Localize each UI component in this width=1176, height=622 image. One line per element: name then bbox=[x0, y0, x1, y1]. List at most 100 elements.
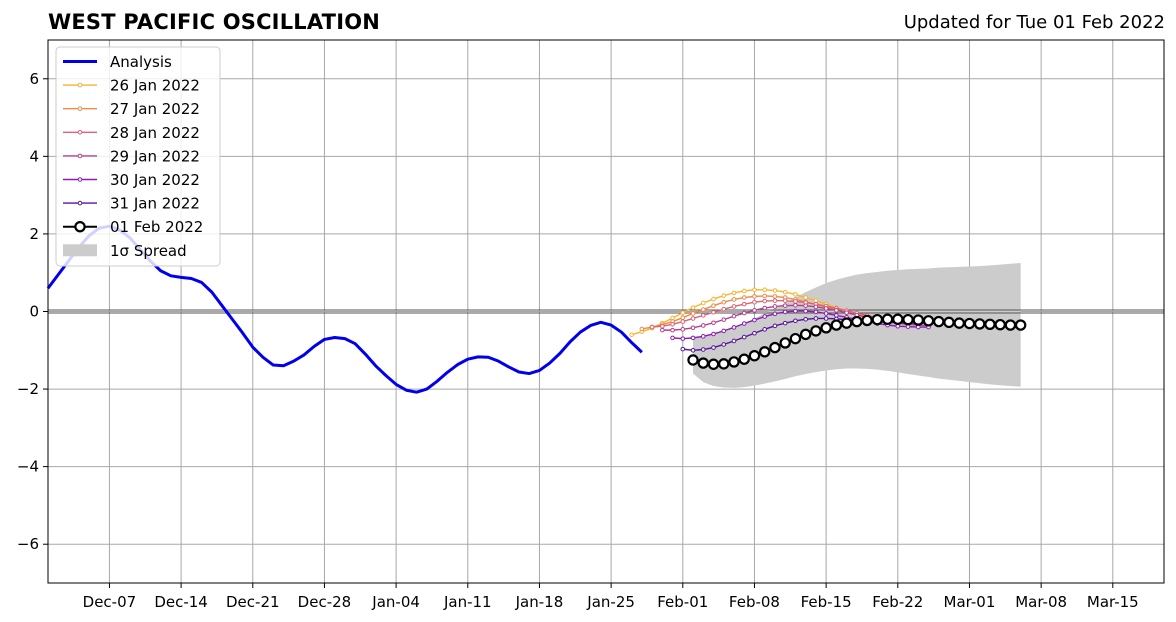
forecast-marker bbox=[731, 338, 737, 344]
forecast-marker bbox=[680, 336, 686, 341]
latest-forecast-marker bbox=[943, 316, 955, 329]
forecast-marker bbox=[813, 316, 819, 321]
forecast-marker bbox=[803, 308, 808, 314]
x-tick-label: Mar-08 bbox=[1015, 593, 1067, 611]
latest-forecast-marker bbox=[738, 353, 750, 365]
x-tick-label: Feb-15 bbox=[801, 593, 852, 611]
latest-forecast-marker bbox=[963, 317, 976, 330]
forecast-marker bbox=[731, 325, 737, 330]
forecast-marker bbox=[700, 347, 706, 352]
forecast-marker bbox=[834, 308, 839, 313]
forecast-marker bbox=[721, 306, 727, 312]
legend-label: 01 Feb 2022 bbox=[110, 218, 203, 236]
forecast-marker bbox=[772, 288, 778, 293]
forecast-marker bbox=[823, 311, 829, 316]
forecast-marker bbox=[741, 334, 747, 340]
forecast-marker bbox=[700, 307, 706, 312]
forecast-marker bbox=[700, 323, 706, 328]
zero-line-layer bbox=[48, 309, 1164, 314]
forecast-marker bbox=[670, 335, 675, 341]
y-tick-label: −2 bbox=[17, 380, 39, 398]
x-tick-label: Feb-01 bbox=[657, 593, 708, 611]
latest-forecast-marker bbox=[718, 358, 730, 370]
legend-marker bbox=[77, 130, 83, 135]
forecast-marker bbox=[741, 288, 747, 294]
x-tick-label: Jan-25 bbox=[586, 593, 635, 611]
forecast-marker bbox=[711, 331, 716, 337]
forecast-marker bbox=[741, 321, 747, 326]
latest-forecast-marker bbox=[994, 318, 1006, 331]
forecast-marker bbox=[639, 326, 645, 332]
forecast-marker bbox=[670, 321, 675, 327]
forecast-marker bbox=[731, 313, 737, 319]
legend-box bbox=[55, 46, 221, 267]
legend-label: 31 Jan 2022 bbox=[110, 195, 200, 213]
x-tick-label: Jan-11 bbox=[443, 593, 492, 611]
forecast-marker bbox=[711, 303, 716, 308]
latest-forecast-marker bbox=[974, 318, 986, 330]
forecast-marker bbox=[680, 315, 686, 321]
legend-label: 28 Jan 2022 bbox=[110, 124, 200, 142]
forecast-marker bbox=[721, 342, 727, 347]
latest-forecast-marker bbox=[779, 337, 791, 349]
forecast-marker bbox=[782, 303, 788, 308]
forecast-marker bbox=[670, 327, 675, 333]
forecast-marker bbox=[680, 327, 686, 332]
legend-marker bbox=[77, 153, 83, 159]
latest-forecast-marker bbox=[820, 322, 832, 334]
forecast-marker bbox=[803, 316, 808, 322]
latest-forecast-marker bbox=[902, 313, 914, 326]
forecast-marker bbox=[772, 304, 778, 309]
latest-forecast-marker bbox=[984, 318, 996, 330]
forecast-marker bbox=[731, 297, 737, 302]
forecast-marker bbox=[813, 304, 819, 310]
latest-forecast-marker bbox=[912, 314, 924, 326]
forecast-marker bbox=[711, 296, 716, 302]
legend-label: 1σ Spread bbox=[110, 242, 187, 260]
grid-layer bbox=[48, 40, 1164, 583]
forecast-marker bbox=[803, 303, 808, 308]
forecast-marker bbox=[793, 299, 798, 304]
y-tick-label: −4 bbox=[17, 458, 39, 476]
forecast-marker bbox=[752, 299, 757, 305]
latest-forecast-marker bbox=[789, 332, 802, 345]
x-tick-label: Mar-15 bbox=[1087, 593, 1139, 611]
forecast-marker bbox=[793, 308, 798, 314]
x-tick-label: Mar-01 bbox=[944, 593, 996, 611]
forecast-marker bbox=[772, 311, 778, 317]
forecast-marker bbox=[752, 317, 757, 323]
legend-swatch bbox=[63, 244, 97, 257]
forecast-marker bbox=[741, 301, 747, 307]
forecast-marker bbox=[793, 292, 798, 297]
legend-marker bbox=[77, 82, 83, 88]
forecast-marker bbox=[844, 310, 849, 315]
latest-forecast-marker bbox=[810, 325, 822, 337]
x-tick-label: Dec-21 bbox=[226, 593, 280, 611]
forecast-marker bbox=[782, 298, 788, 303]
chart-subtitle: Updated for Tue 01 Feb 2022 bbox=[903, 12, 1165, 33]
forecast-marker bbox=[813, 309, 819, 315]
legend-marker bbox=[77, 200, 83, 206]
forecast-marker bbox=[741, 310, 747, 316]
y-tick-label: 0 bbox=[29, 303, 39, 321]
forecast-marker bbox=[721, 328, 727, 334]
forecast-marker bbox=[752, 330, 757, 336]
latest-forecast-marker bbox=[687, 354, 699, 366]
forecast-marker bbox=[700, 300, 706, 306]
forecast-marker bbox=[782, 289, 788, 295]
latest-forecast-marker bbox=[933, 315, 945, 328]
forecast-marker bbox=[690, 347, 696, 353]
forecast-marker bbox=[772, 294, 778, 299]
x-tick-label: Feb-22 bbox=[872, 593, 923, 611]
forecast-marker bbox=[721, 317, 727, 322]
forecast-marker bbox=[915, 324, 921, 330]
latest-forecast-marker bbox=[840, 317, 853, 329]
forecast-marker bbox=[741, 295, 747, 300]
forecast-marker bbox=[690, 325, 696, 331]
forecast-marker bbox=[660, 327, 665, 333]
chart-title: WEST PACIFIC OSCILLATION bbox=[48, 10, 381, 34]
latest-forecast-marker bbox=[748, 350, 761, 362]
latest-forecast-marker bbox=[881, 313, 894, 325]
forecast-marker bbox=[762, 287, 767, 293]
forecast-marker bbox=[690, 335, 696, 341]
